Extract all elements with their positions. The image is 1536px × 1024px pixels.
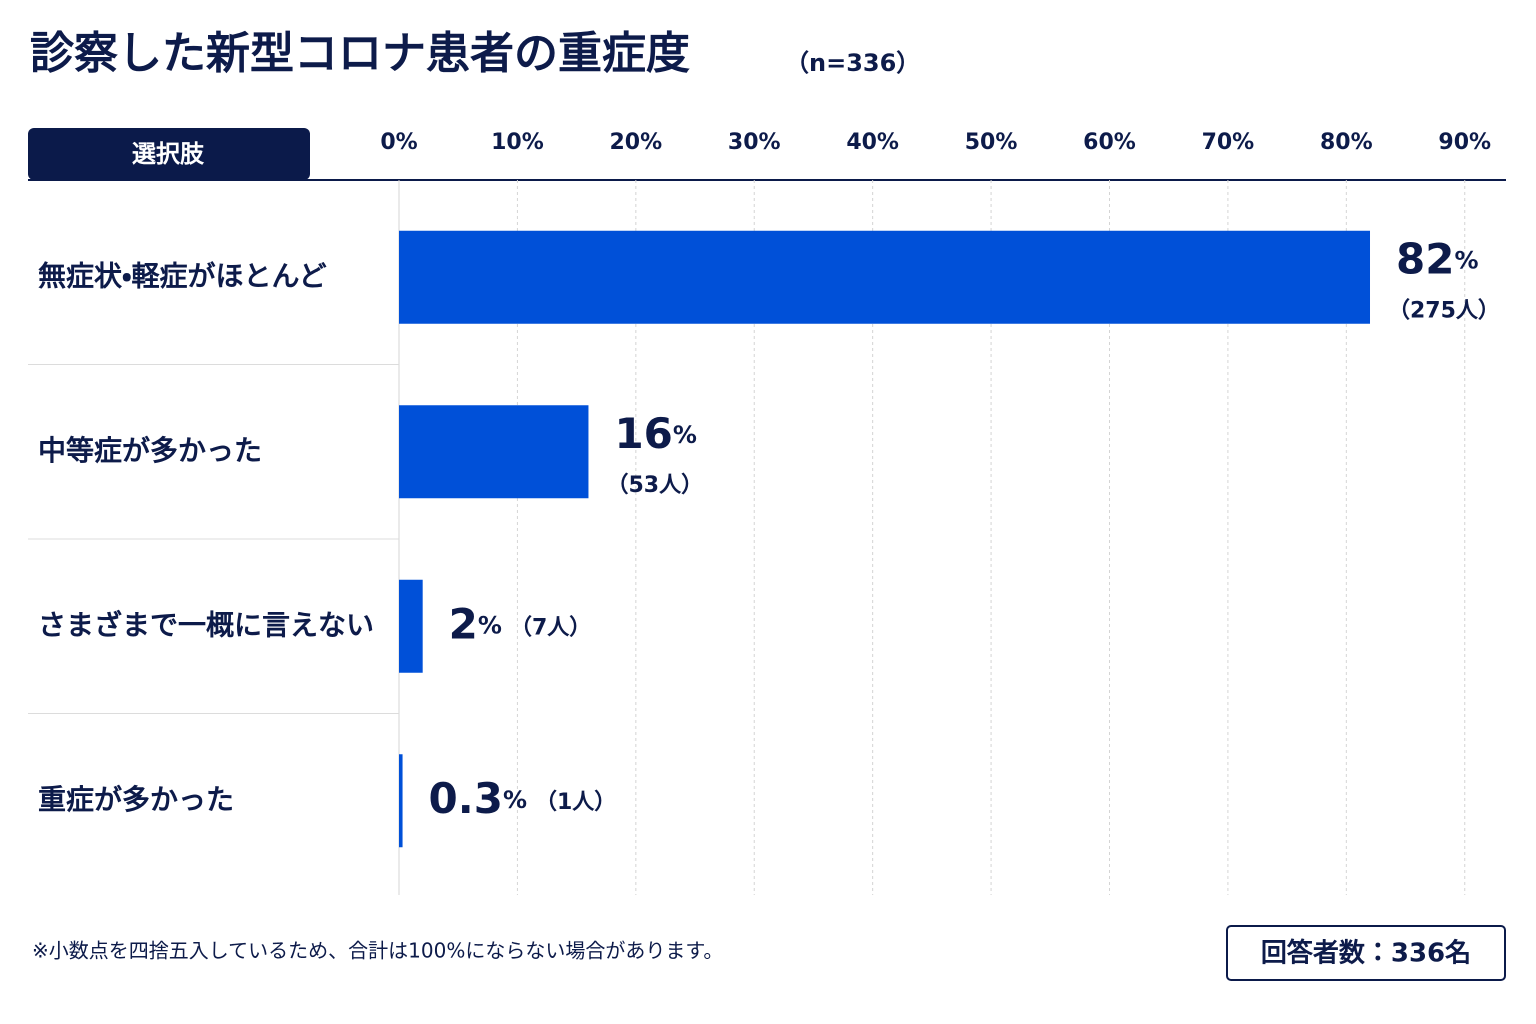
x-tick-label: 30% bbox=[728, 130, 781, 155]
respondents-box bbox=[1226, 925, 1506, 981]
bar bbox=[399, 405, 589, 499]
value-label: 16% bbox=[614, 408, 697, 457]
x-tick-label: 80% bbox=[1320, 130, 1373, 155]
bar bbox=[399, 579, 423, 673]
x-tick-label: 0% bbox=[380, 130, 417, 155]
chart-subtitle: （n=336） bbox=[785, 49, 920, 77]
respondents: 回答者数：336名 bbox=[1261, 938, 1471, 969]
x-tick-label: 90% bbox=[1438, 130, 1491, 155]
value-label: 2% bbox=[449, 599, 502, 648]
footnote: ※小数点を四捨五入しているため、合計は100%にならない場合があります。 bbox=[32, 939, 723, 963]
category-label: 無症状・軽症がほとんど bbox=[38, 259, 327, 292]
count-label: （1人） bbox=[535, 790, 616, 815]
count-label: （53人） bbox=[606, 473, 703, 498]
value-label: 0.3% bbox=[429, 773, 527, 822]
category-label: さまざまで一概に言えない bbox=[38, 608, 374, 641]
bar bbox=[399, 230, 1371, 324]
x-tick-label: 60% bbox=[1083, 130, 1136, 155]
x-tick-label: 50% bbox=[965, 130, 1018, 155]
count-label: （275人） bbox=[1388, 298, 1500, 323]
bar bbox=[399, 754, 403, 848]
x-tick-label: 10% bbox=[491, 130, 544, 155]
x-tick-label: 20% bbox=[609, 130, 662, 155]
x-tick-label: 70% bbox=[1202, 130, 1255, 155]
category-label: 重症が多かった bbox=[38, 783, 234, 816]
category-header: 選択肢 bbox=[132, 140, 205, 168]
chart-title: 診察した新型コロナ患者の重症度 bbox=[30, 28, 690, 79]
header-box bbox=[28, 128, 310, 180]
category-label: 中等症が多かった bbox=[38, 434, 262, 467]
count-label: （7人） bbox=[510, 615, 591, 640]
value-label: 82% bbox=[1396, 234, 1479, 283]
x-tick-label: 40% bbox=[846, 130, 899, 155]
